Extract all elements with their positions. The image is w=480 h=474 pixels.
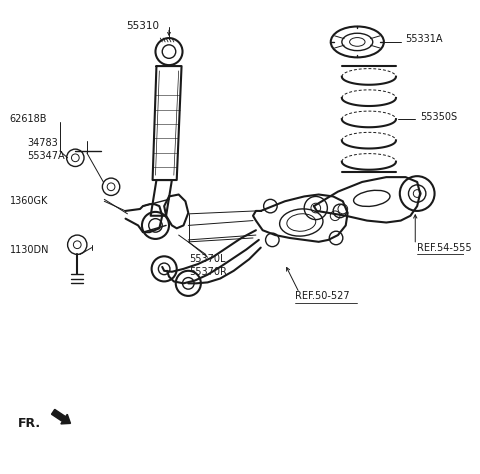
Text: 55310: 55310: [126, 20, 159, 30]
Text: REF.54-555: REF.54-555: [417, 243, 472, 253]
Text: 55370R: 55370R: [189, 267, 227, 277]
Text: 55347A: 55347A: [27, 151, 65, 161]
FancyArrow shape: [51, 410, 71, 424]
Text: 1360GK: 1360GK: [10, 196, 48, 206]
Text: 62618B: 62618B: [10, 114, 47, 124]
Text: 55370L: 55370L: [189, 254, 226, 264]
Text: 55350S: 55350S: [420, 112, 457, 122]
Text: FR.: FR.: [17, 417, 40, 430]
Text: 34783: 34783: [27, 138, 58, 148]
Text: REF.50-527: REF.50-527: [295, 291, 349, 301]
Text: 1130DN: 1130DN: [10, 245, 49, 255]
Text: 55331A: 55331A: [406, 34, 443, 44]
